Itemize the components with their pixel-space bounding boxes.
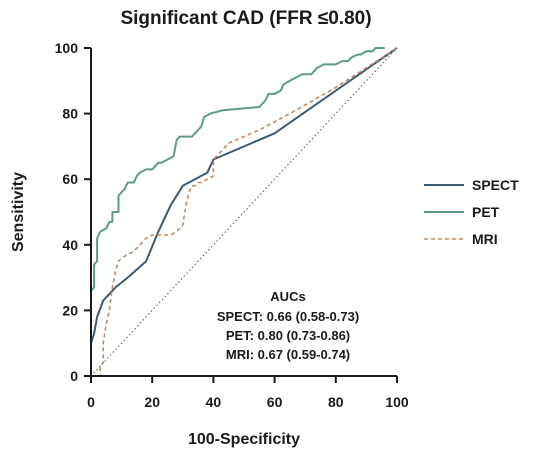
- y-tick-label: 0: [70, 368, 78, 384]
- y-axis-ticks: 0 20 40 60 80 100: [55, 40, 91, 384]
- auc-annotation: AUCs SPECT: 0.66 (0.58-0.73) PET: 0.80 (…: [217, 289, 359, 362]
- x-tick-label: 0: [87, 394, 95, 410]
- series-line-spect: [90, 47, 398, 376]
- series-lines: [90, 47, 398, 377]
- x-axis-title: 100-Specificity: [188, 431, 300, 448]
- auc-line-pet: PET: 0.80 (0.73-0.86): [226, 328, 350, 343]
- legend-label-pet: PET: [472, 204, 500, 220]
- x-tick-label: 100: [385, 394, 409, 410]
- plot-area: 0 20 40 60 80 100 0 20 40 60 80 100: [55, 40, 409, 410]
- y-tick-label: 100: [55, 40, 79, 56]
- reference-line: [90, 47, 398, 377]
- series-line-pet: [90, 47, 385, 376]
- y-tick-label: 60: [62, 171, 78, 187]
- series-line-mri: [91, 47, 398, 377]
- y-tick-label: 80: [62, 106, 78, 122]
- x-tick-label: 20: [144, 394, 160, 410]
- y-axis-title: Sensitivity: [10, 172, 27, 252]
- legend: SPECT PET MRI: [424, 177, 519, 247]
- y-tick-label: 20: [62, 302, 78, 318]
- auc-line-mri: MRI: 0.67 (0.59-0.74): [226, 347, 350, 362]
- x-tick-label: 80: [328, 394, 344, 410]
- x-tick-label: 60: [267, 394, 283, 410]
- x-tick-label: 40: [206, 394, 222, 410]
- y-tick-label: 40: [62, 237, 78, 253]
- legend-label-mri: MRI: [472, 231, 498, 247]
- x-axis-ticks: 0 20 40 60 80 100: [87, 376, 409, 410]
- auc-line-spect: SPECT: 0.66 (0.58-0.73): [217, 309, 359, 324]
- auc-heading: AUCs: [270, 289, 305, 304]
- chart-title: Significant CAD (FFR ≤0.80): [120, 8, 371, 29]
- legend-label-spect: SPECT: [472, 177, 519, 193]
